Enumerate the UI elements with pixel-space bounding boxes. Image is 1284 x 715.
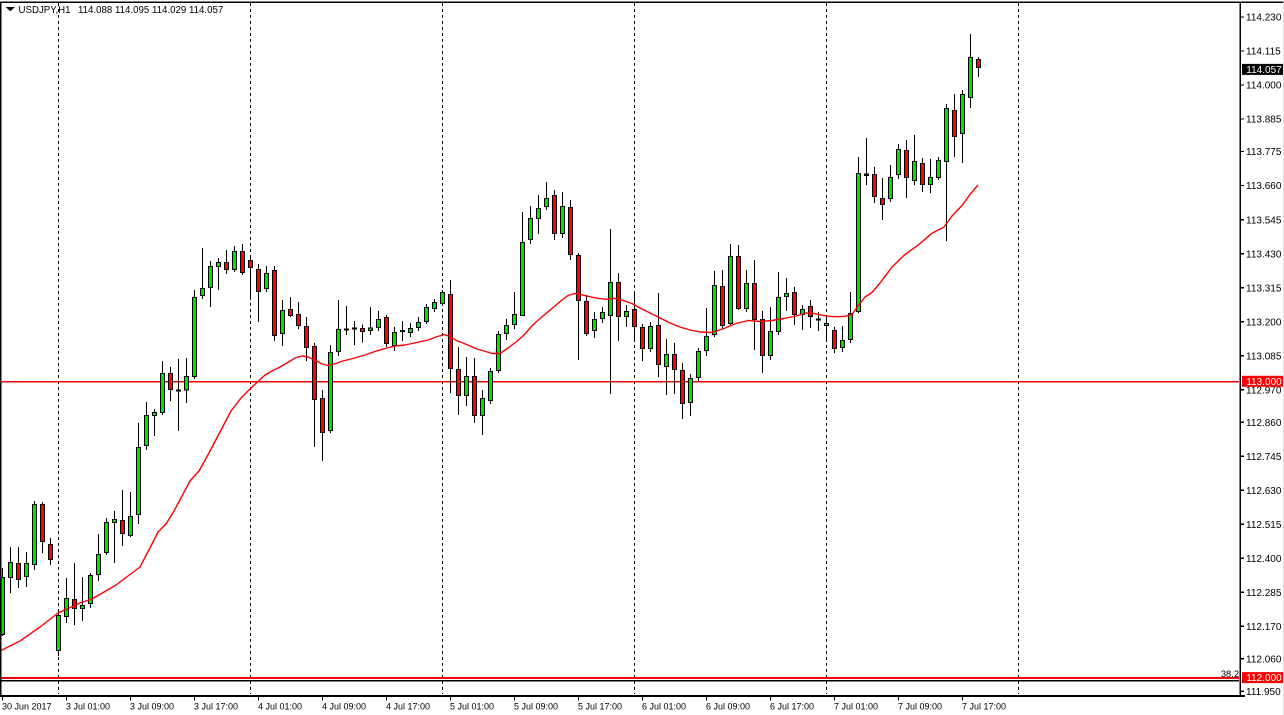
svg-text:112.000: 112.000 (1246, 673, 1282, 684)
svg-text:6 Jul 17:00: 6 Jul 17:00 (770, 702, 814, 712)
svg-text:114.115: 114.115 (1246, 47, 1281, 58)
svg-text:4 Jul 01:00: 4 Jul 01:00 (258, 702, 302, 712)
svg-text:113.775: 113.775 (1246, 147, 1282, 158)
svg-text:7 Jul 01:00: 7 Jul 01:00 (834, 702, 878, 712)
svg-text:114.000: 114.000 (1246, 81, 1282, 92)
svg-text:6 Jul 01:00: 6 Jul 01:00 (642, 702, 686, 712)
svg-text:112.970: 112.970 (1246, 385, 1282, 396)
svg-text:113.660: 113.660 (1246, 181, 1282, 192)
svg-text:113.430: 113.430 (1246, 249, 1282, 260)
svg-text:112.400: 112.400 (1246, 554, 1282, 565)
svg-text:3 Jul 17:00: 3 Jul 17:00 (194, 702, 238, 712)
svg-text:30 Jun 2017: 30 Jun 2017 (2, 702, 52, 712)
svg-text:113.545: 113.545 (1246, 215, 1282, 226)
svg-text:4 Jul 09:00: 4 Jul 09:00 (322, 702, 366, 712)
svg-text:3 Jul 09:00: 3 Jul 09:00 (130, 702, 174, 712)
svg-text:112.630: 112.630 (1246, 486, 1282, 497)
svg-text:112.515: 112.515 (1246, 520, 1282, 531)
svg-text:112.285: 112.285 (1246, 588, 1282, 599)
svg-text:112.860: 112.860 (1246, 418, 1282, 429)
svg-text:114.088 114.095 114.029 114.05: 114.088 114.095 114.029 114.057 (78, 5, 223, 16)
svg-text:113.200: 113.200 (1246, 317, 1282, 328)
svg-text:114.230: 114.230 (1246, 13, 1282, 24)
svg-text:113.885: 113.885 (1246, 115, 1282, 126)
svg-text:112.060: 112.060 (1246, 654, 1282, 665)
svg-text:113.085: 113.085 (1246, 351, 1282, 362)
svg-text:6 Jul 09:00: 6 Jul 09:00 (706, 702, 750, 712)
svg-text:5 Jul 01:00: 5 Jul 01:00 (450, 702, 494, 712)
svg-text:USDJPY,H1: USDJPY,H1 (19, 5, 71, 16)
svg-text:114.057: 114.057 (1246, 65, 1282, 76)
svg-text:5 Jul 17:00: 5 Jul 17:00 (578, 702, 622, 712)
svg-text:4 Jul 17:00: 4 Jul 17:00 (386, 702, 430, 712)
svg-text:113.000: 113.000 (1246, 377, 1282, 388)
svg-text:7 Jul 17:00: 7 Jul 17:00 (962, 702, 1006, 712)
svg-text:5 Jul 09:00: 5 Jul 09:00 (514, 702, 558, 712)
svg-text:7 Jul 09:00: 7 Jul 09:00 (898, 702, 942, 712)
svg-text:112.170: 112.170 (1246, 622, 1282, 633)
svg-text:3 Jul 01:00: 3 Jul 01:00 (66, 702, 110, 712)
svg-text:111.950: 111.950 (1246, 687, 1281, 698)
svg-text:112.745: 112.745 (1246, 452, 1282, 463)
svg-text:113.315: 113.315 (1246, 283, 1282, 294)
svg-text:38.2: 38.2 (1221, 669, 1239, 679)
